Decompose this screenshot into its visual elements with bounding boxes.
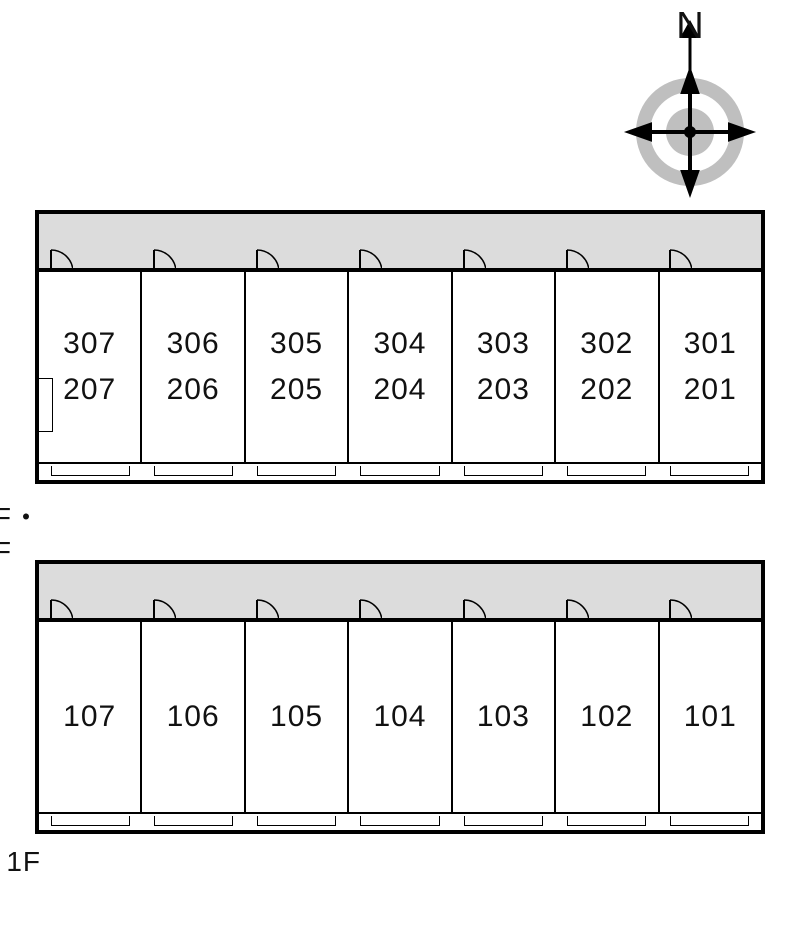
balcony bbox=[658, 814, 761, 830]
room-number: 202 bbox=[580, 367, 633, 414]
unit-cell: 105 bbox=[246, 622, 349, 812]
balcony bbox=[555, 814, 658, 830]
room-number: 107 bbox=[63, 694, 116, 741]
compass-label: N bbox=[676, 12, 703, 47]
room-number: 205 bbox=[270, 367, 323, 414]
door-icon bbox=[452, 252, 555, 272]
unit-cell: 102 bbox=[556, 622, 659, 812]
building-outline-upper: 3072073062063052053042043032033022023012… bbox=[35, 210, 765, 484]
corridor bbox=[39, 564, 761, 622]
room-number: 203 bbox=[477, 367, 530, 414]
unit-cell: 103 bbox=[453, 622, 556, 812]
unit-cell: 107 bbox=[39, 622, 142, 812]
unit-cell: 302202 bbox=[556, 272, 659, 462]
floor-label-lower: 1F bbox=[6, 846, 41, 878]
balcony bbox=[39, 814, 142, 830]
compass-icon: N bbox=[620, 12, 760, 202]
door-icon bbox=[555, 602, 658, 622]
balcony bbox=[348, 464, 451, 480]
side-balcony bbox=[39, 378, 53, 432]
door-icon bbox=[142, 602, 245, 622]
door-icon bbox=[658, 602, 761, 622]
room-number: 207 bbox=[63, 367, 116, 414]
door-icon bbox=[555, 252, 658, 272]
door-icon bbox=[142, 252, 245, 272]
room-number: 103 bbox=[477, 694, 530, 741]
unit-cell: 305205 bbox=[246, 272, 349, 462]
door-icon bbox=[39, 252, 142, 272]
door-icon bbox=[348, 602, 451, 622]
room-number: 204 bbox=[373, 367, 426, 414]
room-number: 301 bbox=[684, 321, 737, 368]
door-icon bbox=[245, 602, 348, 622]
balcony bbox=[555, 464, 658, 480]
door-icon bbox=[39, 602, 142, 622]
door-icon bbox=[658, 252, 761, 272]
balcony bbox=[39, 464, 142, 480]
balcony bbox=[142, 464, 245, 480]
unit-cell: 101 bbox=[660, 622, 761, 812]
unit-cell: 301201 bbox=[660, 272, 761, 462]
room-number: 303 bbox=[477, 321, 530, 368]
balcony bbox=[452, 464, 555, 480]
unit-cell: 307207 bbox=[39, 272, 142, 462]
room-number: 104 bbox=[373, 694, 426, 741]
room-number: 105 bbox=[270, 694, 323, 741]
room-number: 302 bbox=[580, 321, 633, 368]
unit-cell: 303203 bbox=[453, 272, 556, 462]
room-number: 304 bbox=[373, 321, 426, 368]
balcony bbox=[245, 814, 348, 830]
door-icon bbox=[348, 252, 451, 272]
room-number: 305 bbox=[270, 321, 323, 368]
corridor bbox=[39, 214, 761, 272]
room-number: 206 bbox=[167, 367, 220, 414]
room-number: 106 bbox=[167, 694, 220, 741]
floor-label-upper: 2F・3F bbox=[0, 496, 41, 568]
balcony bbox=[142, 814, 245, 830]
room-number: 201 bbox=[684, 367, 737, 414]
unit-cell: 306206 bbox=[142, 272, 245, 462]
building-outline-lower: 107 106 105 104 103 102 101 bbox=[35, 560, 765, 834]
room-number: 102 bbox=[580, 694, 633, 741]
door-icon bbox=[452, 602, 555, 622]
balcony bbox=[452, 814, 555, 830]
room-number: 306 bbox=[167, 321, 220, 368]
room-number: 307 bbox=[63, 321, 116, 368]
door-icon bbox=[245, 252, 348, 272]
unit-cell: 304204 bbox=[349, 272, 452, 462]
unit-cell: 106 bbox=[142, 622, 245, 812]
balcony bbox=[658, 464, 761, 480]
balcony bbox=[348, 814, 451, 830]
unit-cell: 104 bbox=[349, 622, 452, 812]
room-number: 101 bbox=[684, 694, 737, 741]
balcony bbox=[245, 464, 348, 480]
